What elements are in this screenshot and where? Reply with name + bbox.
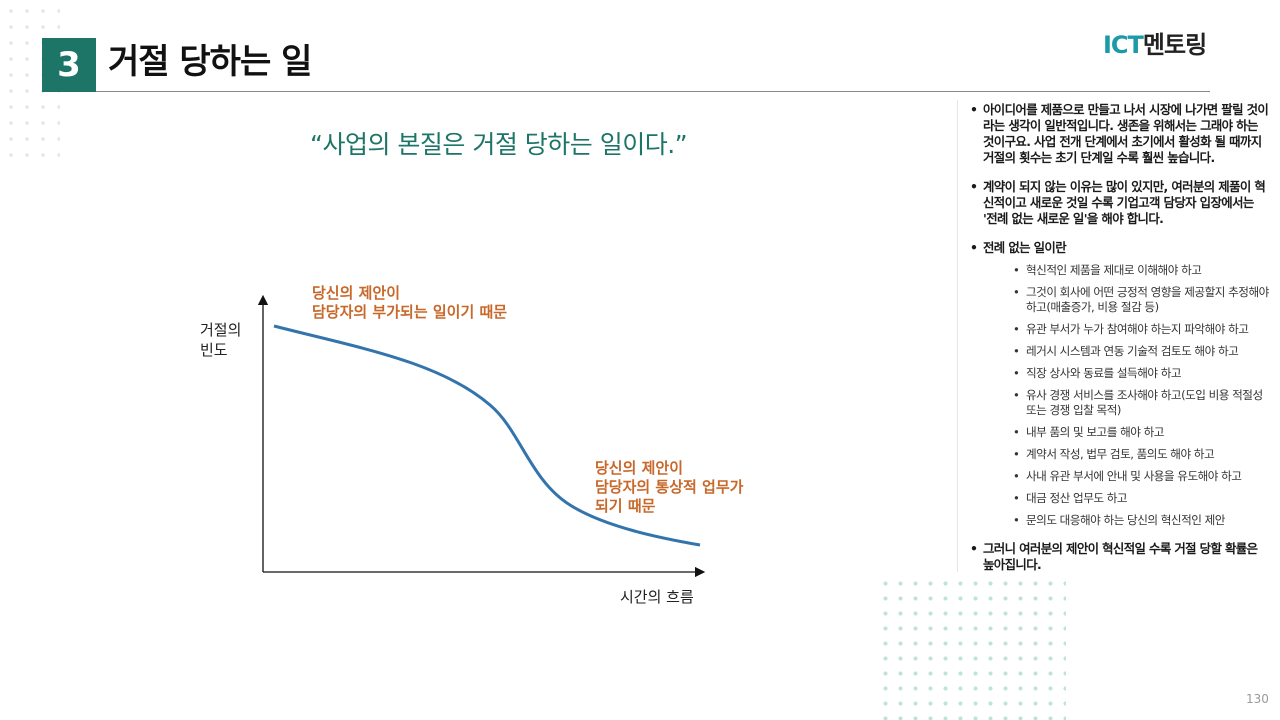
y-axis-label-line: 빈도 — [200, 341, 228, 359]
sub-bullet-item: 유관 부서가 누가 참여해야 하는지 파악해야 하고 — [1013, 322, 1270, 337]
bullet-heading: 전례 없는 일이란 — [983, 240, 1067, 255]
annotation-line: 담당자의 부가되는 일이기 때문 — [312, 303, 508, 321]
sub-bullet-item: 유사 경쟁 서비스를 조사해야 하고(도입 비용 적절성 또는 경쟁 입찰 목적… — [1013, 388, 1270, 418]
page-number: 130 — [1246, 692, 1269, 706]
bullet-item: 계약이 되지 않는 이유는 많이 있지만, 여러분의 제품이 혁신적이고 새로운… — [970, 179, 1270, 227]
title-divider — [96, 91, 1210, 92]
annotation-line: 담당자의 통상적 업무가 — [595, 478, 744, 496]
rejection-curve — [273, 324, 701, 547]
sub-bullet-item: 혁신적인 제품을 제대로 이해해야 하고 — [1013, 263, 1270, 278]
annotation-line: 되기 때문 — [595, 497, 656, 515]
annotation-line: 당신의 제안이 — [595, 459, 684, 477]
logo-ict-text: ICT — [1103, 31, 1144, 59]
bullet-item: 아이디어를 제품으로 만들고 나서 시장에 나가면 팔릴 것이라는 생각이 일반… — [970, 102, 1270, 166]
logo-mentoring-text: 멘토링 — [1142, 31, 1207, 59]
sub-bullet-item: 레거시 시스템과 연동 기술적 검토도 해야 하고 — [1013, 344, 1270, 359]
ict-mentoring-logo: ICT멘토링 — [1103, 30, 1207, 60]
column-divider — [957, 100, 958, 572]
sub-bullet-list: 혁신적인 제품을 제대로 이해해야 하고 그것이 회사에 어떤 긍정적 영향을 … — [1013, 263, 1270, 528]
bullet-item: 그러니 여러분의 제안이 혁신적일 수록 거절 당할 확률은 높아집니다. — [970, 541, 1270, 573]
sub-bullet-item: 직장 상사와 동료를 설득해야 하고 — [1013, 366, 1270, 381]
bullet-item: 전례 없는 일이란 혁신적인 제품을 제대로 이해해야 하고 그것이 회사에 어… — [970, 240, 1270, 528]
page-title: 거절 당하는 일 — [108, 42, 312, 82]
decorative-dot-pattern-bottom-right — [876, 574, 1066, 720]
y-axis-label-line: 거절의 — [200, 321, 242, 339]
quote-text: “사업의 본질은 거절 당하는 일이다.” — [310, 130, 688, 159]
annotation-line: 당신의 제안이 — [312, 284, 401, 302]
section-number-badge: 3 — [42, 38, 96, 92]
sub-bullet-item: 사내 유관 부서에 안내 및 사용을 유도해야 하고 — [1013, 469, 1270, 484]
sub-bullet-item: 대금 정산 업무도 하고 — [1013, 491, 1270, 506]
explanation-bullets: 아이디어를 제품으로 만들고 나서 시장에 나가면 팔릴 것이라는 생각이 일반… — [970, 102, 1270, 586]
sub-bullet-item: 그것이 회사에 어떤 긍정적 영향을 제공할지 추정해야 하고(매출증가, 비용… — [1013, 285, 1270, 315]
annotation-high-rejection: 당신의 제안이 담당자의 부가되는 일이기 때문 — [312, 284, 507, 322]
annotation-low-rejection: 당신의 제안이 담당자의 통상적 업무가 되기 때문 — [595, 459, 743, 516]
rejection-frequency-chart — [257, 294, 706, 578]
x-axis-label: 시간의 흐름 — [620, 588, 694, 606]
sub-bullet-item: 문의도 대응해야 하는 당신의 혁신적인 제안 — [1013, 513, 1270, 528]
sub-bullet-item: 계약서 작성, 법무 검토, 품의도 해야 하고 — [1013, 447, 1270, 462]
sub-bullet-item: 내부 품의 및 보고를 해야 하고 — [1013, 425, 1270, 440]
